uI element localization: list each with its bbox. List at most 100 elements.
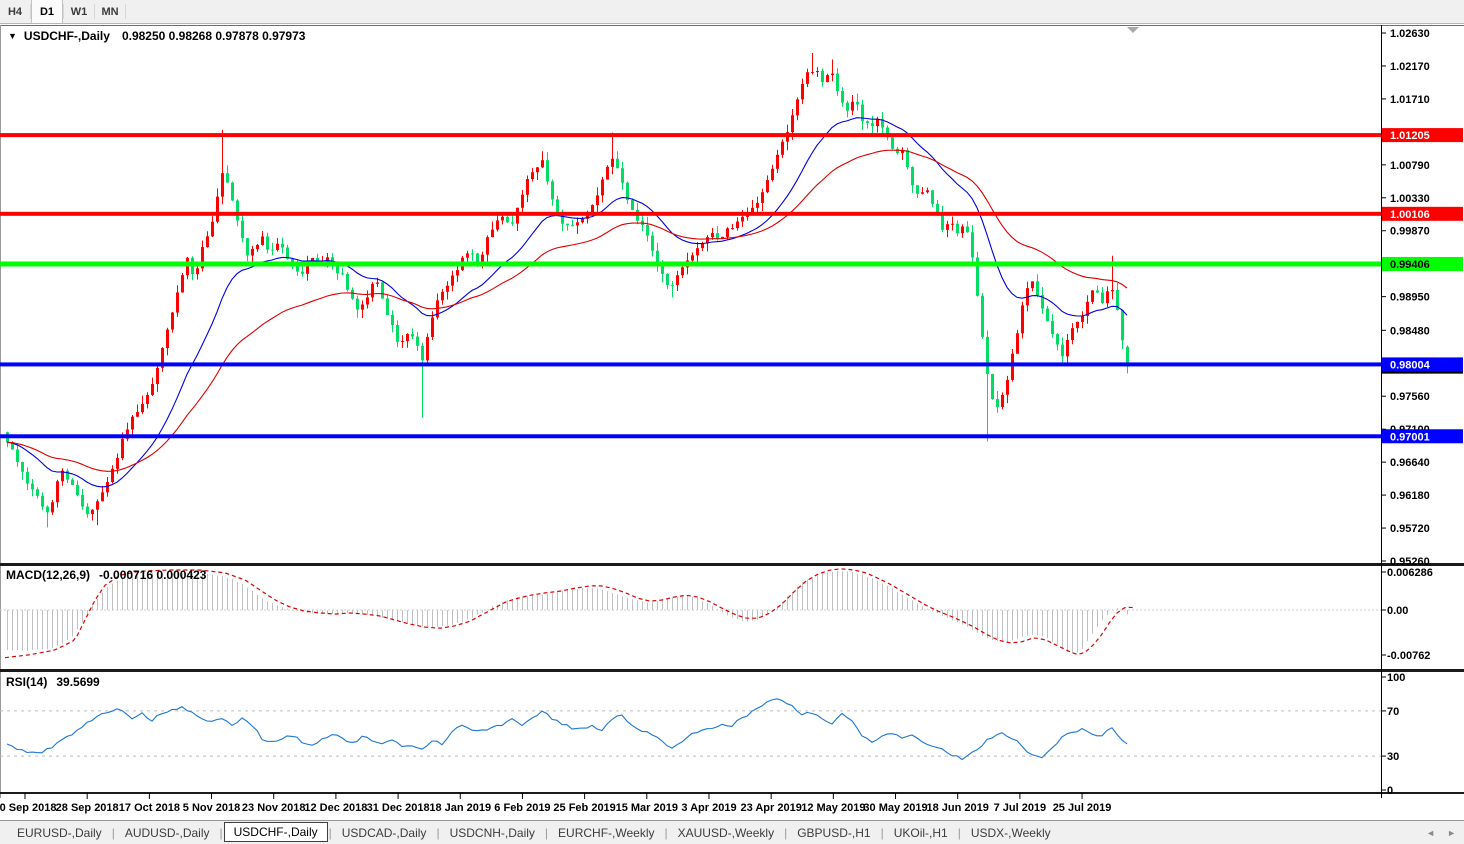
date-tick-label: 25 Jul 2019: [1053, 802, 1112, 814]
price-badge-label: 0.99406: [1390, 259, 1430, 271]
chart-tab-eurchf-weekly[interactable]: EURCHF-,Weekly: [558, 825, 655, 840]
date-tick-label: 30 May 2019: [863, 802, 927, 814]
chart-tab-audusd-daily[interactable]: AUDUSD-,Daily: [124, 825, 210, 840]
date-tick-label: 18 Jun 2019: [927, 802, 989, 814]
macd-values: -0.000716 0.000423: [99, 568, 207, 582]
chart-tab-usdcnh-daily[interactable]: USDCNH-,Daily: [449, 825, 535, 840]
price-badge-label: 0.98004: [1390, 359, 1431, 371]
rsi-scale-label: 100: [1387, 672, 1405, 684]
date-tick-label: 15 Mar 2019: [616, 802, 678, 814]
timeframe-button-mn[interactable]: MN: [101, 5, 119, 18]
tab-separator: |: [664, 825, 668, 840]
chart-tab-usdchf-daily[interactable]: USDCHF-,Daily: [223, 821, 328, 842]
price-tick-label: 1.01710: [1390, 94, 1430, 106]
tab-separator: |: [544, 825, 549, 840]
price-badge-0.98004: 0.98004: [1382, 357, 1463, 372]
tab-scroll-right-icon[interactable]: ►: [1447, 827, 1456, 838]
rsi-line: [6, 698, 1128, 761]
timeframe-button-h4[interactable]: H4: [7, 5, 23, 18]
date-tick-label: 12 May 2019: [801, 802, 865, 814]
price-tick-label: 0.95720: [1390, 523, 1430, 535]
macd-scale-label: -0.00762: [1387, 650, 1430, 662]
panel-separator: [0, 563, 1464, 566]
macd-signal-line: [4, 568, 1134, 659]
date-tick-label: 10 Sep 2018: [0, 802, 57, 814]
ma-fast-line: [6, 117, 1128, 488]
date-tick-label: 23 Apr 2019: [740, 802, 801, 814]
chart-tab-gbpusd-h1[interactable]: GBPUSD-,H1: [797, 825, 871, 840]
chart-plot[interactable]: 1.02630 1.02170 1.01710 1.00790 1.00330 0.998…: [0, 0, 1464, 820]
price-badge-label: 1.01205: [1390, 130, 1430, 142]
macd-scale-label: 0.00: [1387, 605, 1408, 617]
tab-separator: |: [111, 825, 115, 840]
price-tick-label: 1.02170: [1390, 61, 1430, 73]
date-tick-label: 25 Feb 2019: [553, 802, 615, 814]
date-tick-label: 7 Jul 2019: [994, 802, 1047, 814]
toolbar-separator: [63, 4, 64, 19]
date-tick-label: 17 Oct 2018: [119, 802, 180, 814]
date-tick-label: 3 Apr 2019: [681, 802, 736, 814]
chart-shift-marker-icon: [1127, 27, 1139, 33]
price-tick-label: 1.00330: [1390, 193, 1430, 205]
date-tick-label: 6 Feb 2019: [494, 802, 550, 814]
date-tick-label: 23 Nov 2018: [242, 802, 306, 814]
price-badge-1.00106: 1.00106: [1382, 206, 1463, 221]
price-badge-1.01205: 1.01205: [1382, 128, 1463, 143]
macd-scale-label: 0.006286: [1387, 567, 1433, 579]
tab-separator: |: [328, 825, 332, 840]
toolbar-separator: [30, 4, 31, 19]
date-tick-label: 12 Dec 2018: [304, 802, 367, 814]
tab-separator: |: [880, 825, 884, 840]
chart-tab-xauusd-weekly[interactable]: XAUUSD-,Weekly: [677, 825, 775, 840]
symbol-tab-bar: EURUSD-,Daily | AUDUSD-,Daily | USDCHF-,Dail…: [0, 820, 1464, 844]
macd-label: MACD(12,26,9) -0.000716 0.000423: [6, 568, 206, 582]
symbol-dropdown-icon[interactable]: ▼: [8, 30, 17, 41]
chart-tab-ukoil-h1[interactable]: UKOil-,H1: [893, 825, 948, 840]
timeframe-button-d1[interactable]: D1: [31, 0, 63, 23]
timeframe-button-w1[interactable]: W1: [70, 5, 88, 18]
macd-histogram: [7, 570, 1128, 654]
price-axis: 1.02630 1.02170 1.01710 1.00790 1.00330 0.998…: [1381, 28, 1433, 797]
date-tick-label: 28 Sep 2018: [56, 802, 119, 814]
price-badge-0.97001: 0.97001: [1382, 429, 1463, 444]
price-badge-label: 0.97001: [1390, 431, 1430, 443]
date-tick-label: 31 Dec 2018: [367, 802, 430, 814]
ma-slow-line: [6, 149, 1128, 472]
chart-tab-usdcad-daily[interactable]: USDCAD-,Daily: [341, 825, 427, 840]
rsi-scale-label: 0: [1387, 785, 1393, 797]
price-tick-label: 0.96180: [1390, 490, 1430, 502]
chart-header: ▼ USDCHF-,Daily 0.98250 0.98268 0.97878 …: [8, 29, 305, 43]
price-badge-label: 1.00106: [1390, 209, 1430, 221]
chart-tab-eurusd-daily[interactable]: EURUSD-,Daily: [17, 825, 102, 840]
toolbar-separator: [125, 4, 126, 19]
date-tick-label: 18 Jan 2019: [429, 802, 491, 814]
tab-separator: |: [219, 825, 223, 840]
price-tick-label: 0.95260: [1390, 556, 1430, 568]
price-tick-label: 1.02630: [1390, 28, 1430, 40]
rsi-scale-label: 70: [1387, 706, 1399, 718]
price-badge-0.99406: 0.99406: [1382, 256, 1463, 271]
timeframe-toolbar: H4 D1 W1 MN: [0, 0, 1464, 24]
price-tick-label: 0.98950: [1390, 292, 1430, 304]
hline-level-0.98004: [0, 362, 1381, 367]
rsi-scale-label: 30: [1387, 751, 1399, 763]
tab-scroll-arrows: ◄ ►: [1426, 828, 1456, 838]
symbol-label: USDCHF-,Daily: [23, 29, 110, 43]
price-tick-label: 1.00790: [1390, 160, 1430, 172]
price-tick-label: 0.96640: [1390, 457, 1430, 469]
rsi-value: 39.5699: [56, 675, 100, 689]
date-tick-label: 5 Nov 2018: [183, 802, 240, 814]
price-tick-label: 0.97560: [1390, 391, 1430, 403]
rsi-label: RSI(14) 39.5699: [6, 675, 100, 689]
toolbar-separator: [94, 4, 95, 19]
tab-separator: |: [436, 825, 440, 840]
chart-tab-usdx-weekly[interactable]: USDX-,Weekly: [970, 825, 1051, 840]
price-tick-label: 0.99870: [1390, 226, 1430, 238]
hline-level-1.01205: [0, 133, 1381, 138]
hline-level-0.99406: [0, 261, 1381, 267]
tab-scroll-left-icon[interactable]: ◄: [1426, 827, 1436, 838]
candlestick-series: [6, 53, 1129, 528]
tab-separator: |: [957, 825, 961, 840]
